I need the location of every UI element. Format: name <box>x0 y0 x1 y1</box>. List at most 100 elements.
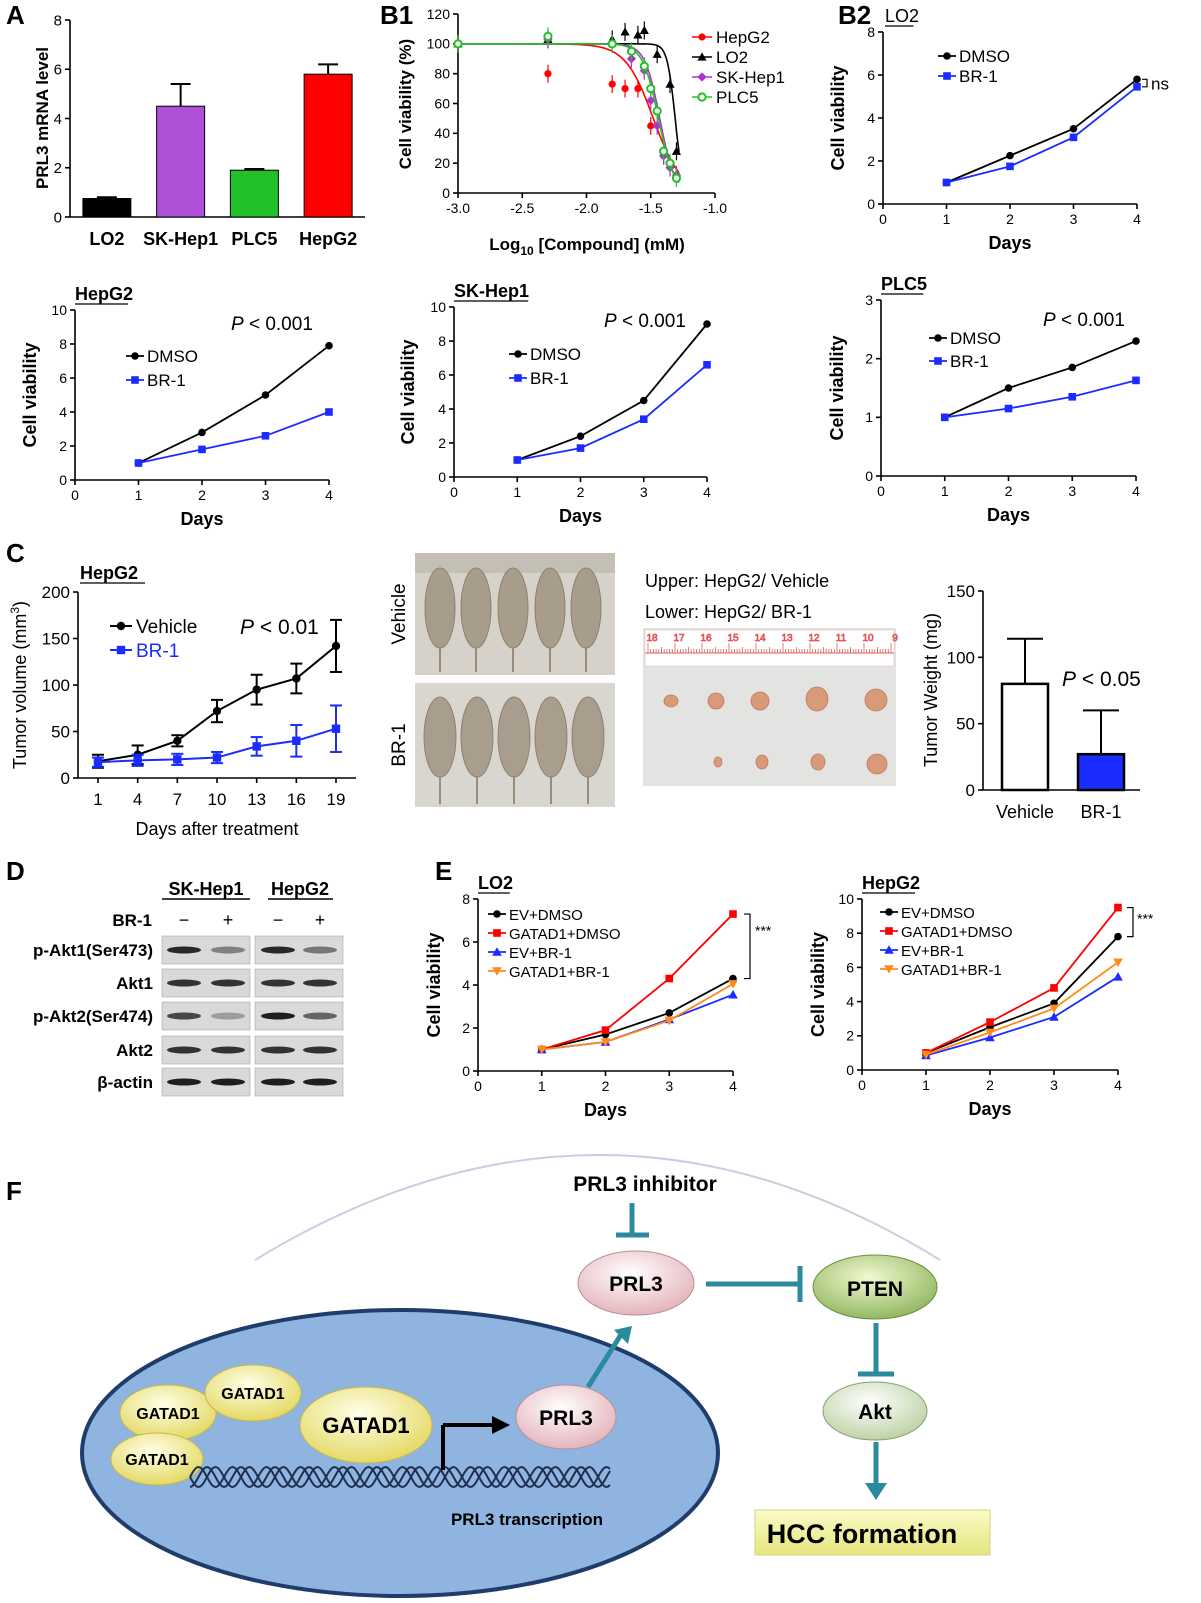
legend-label: EV+DMSO <box>901 905 975 922</box>
x-tick-label: 1 <box>513 484 521 500</box>
blot-band <box>211 979 245 987</box>
x-tick-label: 0 <box>877 483 885 499</box>
data-point <box>325 408 333 416</box>
x-tick-label: 4 <box>729 1078 737 1094</box>
chart-prl3-mrna: 0 2 4 6 8 LO2 SK-Hep1 PLC5 HepG2 PRL3 mRNA level <box>33 12 365 249</box>
data-point <box>1069 133 1078 142</box>
nucleus-prl3-label: PRL3 <box>539 1407 593 1430</box>
data-point <box>1049 1012 1059 1021</box>
blot-band <box>167 1012 201 1020</box>
x-tick-label: 3 <box>1050 1077 1058 1093</box>
y-tick-label: 8 <box>846 925 854 941</box>
blot-band <box>303 1012 337 1020</box>
y-tick-label: 100 <box>42 676 70 695</box>
y-tick-label: 0 <box>59 472 67 488</box>
data-point <box>173 736 182 745</box>
legend-marker <box>943 72 951 80</box>
y-axis-label: Tumor volume (mm3) <box>8 601 30 769</box>
panel-label-a: A <box>6 0 25 30</box>
p-value: P < 0.001 <box>1043 310 1125 331</box>
y-tick-label: 0 <box>462 1063 470 1079</box>
y-tick-label: 120 <box>427 6 451 22</box>
data-point <box>133 756 142 765</box>
x-tick-label: 3 <box>262 487 270 503</box>
data-point <box>620 27 630 36</box>
data-point <box>1133 83 1141 91</box>
legend-marker <box>493 929 501 937</box>
x-tick-label: 3 <box>1068 483 1076 499</box>
x-tick-label: 1 <box>941 483 949 499</box>
y-axis-label: Cell viability (%) <box>396 39 415 169</box>
legend-label: BR-1 <box>147 371 186 390</box>
legend-marker <box>934 334 942 342</box>
y-axis-label: Cell viability <box>808 932 828 1037</box>
y-tick-label: 50 <box>956 715 975 734</box>
chart-dose-response: 0 20 40 60 80 100 120 -3.0 -2.5 -2.0 -1.5 -1.0 HepG2… <box>396 6 785 258</box>
y-tick-label: 200 <box>42 583 70 602</box>
legend-marker <box>493 910 501 918</box>
x-tick-label: 1 <box>93 790 102 809</box>
blot-band <box>261 1078 295 1086</box>
x-tick-label: 2 <box>602 1078 610 1094</box>
y-tick-label: 4 <box>462 977 470 993</box>
bar <box>82 198 132 218</box>
y-tick-label: 8 <box>867 24 875 40</box>
x-tick-label: 4 <box>325 487 333 503</box>
blot-group-skhep1: SK-Hep1 <box>168 879 243 899</box>
x-tick-label: 16 <box>287 790 306 809</box>
data-point <box>198 428 206 437</box>
y-tick-label: 0 <box>438 469 446 485</box>
legend-label: SK-Hep1 <box>716 68 785 87</box>
series-line <box>944 379 1137 419</box>
blot-sign-4: + <box>315 910 326 930</box>
x-tick-label: 2 <box>1005 483 1013 499</box>
ruler-number: 18 <box>646 633 658 644</box>
y-axis-label: PRL3 mRNA level <box>33 47 52 189</box>
data-point <box>634 84 642 93</box>
series-line <box>946 86 1138 184</box>
blot-group-hepg2: HepG2 <box>271 879 329 899</box>
pten-node-label: PTEN <box>847 1278 903 1301</box>
panel-label-d: D <box>6 856 25 886</box>
y-tick-label: 2 <box>867 153 875 169</box>
data-point <box>1133 75 1141 84</box>
legend-marker <box>698 33 706 41</box>
row-label-vehicle: Vehicle <box>389 583 410 644</box>
data-point <box>1004 404 1013 413</box>
legend-marker <box>884 965 894 974</box>
legend-label: BR-1 <box>950 352 989 371</box>
data-point <box>626 46 637 56</box>
y-axis-label: Cell viability <box>827 335 847 440</box>
data-point <box>703 320 711 328</box>
bar <box>229 169 279 218</box>
chart-title: HepG2 <box>862 873 920 893</box>
x-axis-label: Days <box>968 1099 1011 1119</box>
inhibitor-label: PRL3 inhibitor <box>573 1173 717 1196</box>
x-tick-label: 3 <box>665 1078 673 1094</box>
y-tick-label: 10 <box>51 302 67 318</box>
category-label: Vehicle <box>996 802 1054 822</box>
x-tick-label: 0 <box>450 484 458 500</box>
data-point <box>536 1045 547 1055</box>
chart-e-hepg2-viability: 0 2 4 6 8 10 0 1 2 3 4 EV+DMSO GATAD1+DMSO EV+BR-1 GAT… <box>808 873 1154 1119</box>
x-tick-label: 7 <box>173 790 182 809</box>
legend-label: LO2 <box>716 48 748 67</box>
data-point <box>601 1026 610 1034</box>
ruler-number: 17 <box>673 633 685 644</box>
y-tick-label: 0 <box>865 468 873 484</box>
y-tick-label: 0 <box>867 196 875 212</box>
data-point <box>453 39 463 49</box>
chart-title: LO2 <box>885 6 919 26</box>
y-tick-label: 8 <box>438 333 446 349</box>
data-point <box>93 757 103 767</box>
y-tick-label: 4 <box>54 111 62 128</box>
x-tick-label: 1 <box>922 1077 930 1093</box>
blot-band <box>261 1012 295 1020</box>
akt-node <box>822 1381 928 1441</box>
y-tick-label: 4 <box>59 404 67 420</box>
y-tick-label: 2 <box>846 1028 854 1044</box>
ruler-number: 10 <box>862 633 874 644</box>
ruler-number: 16 <box>700 633 712 644</box>
gatad1-node-2 <box>204 1364 302 1422</box>
